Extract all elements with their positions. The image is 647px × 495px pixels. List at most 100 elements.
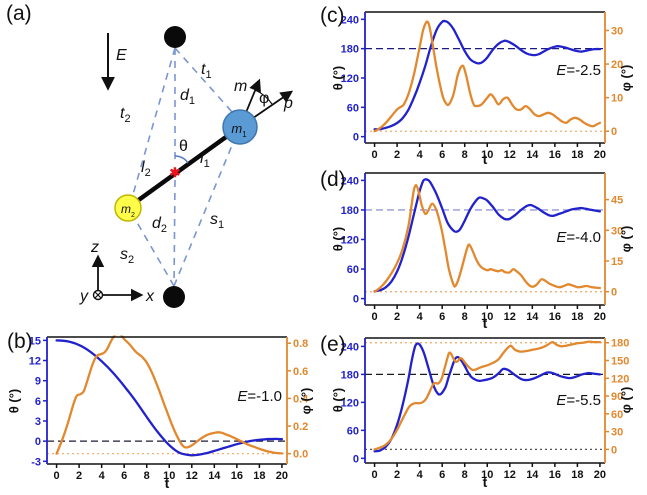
x-tick-label: 8 [144, 470, 150, 482]
x-tick-label: 20 [594, 311, 606, 323]
chart-d-annotation: E=-4.0 [556, 229, 601, 246]
right-tick-label: 0.6 [293, 366, 308, 378]
left-tick-label: -3 [31, 456, 41, 468]
left-tick-label: 60 [347, 264, 359, 276]
x-tick-label: 10 [481, 311, 493, 323]
theta-angle-arc [174, 155, 189, 164]
left-tick-label: 0 [353, 453, 359, 465]
annotation-value: =-1.0 [247, 388, 282, 405]
left-tick-label: 240 [341, 175, 359, 187]
chart-c-x-axis-title: t [482, 151, 488, 167]
chart-d-left-axis-title: θ (°) [330, 226, 346, 252]
x-tick-label: 0 [54, 470, 60, 482]
x-tick-label: 18 [571, 469, 583, 481]
diagram-label-d2: d2 [152, 215, 167, 235]
mass-m2-circle [114, 194, 142, 222]
right-tick-label: 45 [611, 195, 623, 207]
right-tick-label: 0.2 [293, 421, 308, 433]
diagram-label-t2: t2 [120, 105, 131, 125]
right-tick-label: 90 [611, 391, 623, 403]
x-tick-label: 6 [439, 469, 445, 481]
x-tick-label: 16 [549, 469, 561, 481]
chart-b-annotation: E=-1.0 [237, 388, 282, 405]
chart-b-right-axis-title: φ (°) [298, 387, 314, 415]
left-tick-label: 240 [341, 341, 359, 353]
panel-b-letter: (b) [7, 330, 33, 353]
right-tick-label: 30 [611, 225, 623, 237]
left-tick-label: 180 [341, 44, 359, 56]
phi-curve [373, 20, 602, 133]
x-tick-label: 8 [462, 469, 468, 481]
x-tick-label: 10 [163, 470, 175, 482]
x-tick-label: 20 [276, 470, 288, 482]
chart-e-annotation: E=-5.5 [556, 392, 601, 409]
x-tick-label: 18 [571, 311, 583, 323]
x-tick-label: 0 [372, 149, 378, 161]
x-tick-label: 4 [417, 149, 424, 161]
chart-e-left-axis-title: θ (°) [330, 387, 346, 413]
y-axis-into-page-icon [94, 291, 102, 299]
panel-d-chart: 0 60 120 180 240 0 15 30 45 0 2 4 6 8 10 12 14 16 18 20 (d)… [318, 165, 647, 331]
diagram-label-z: z [90, 239, 99, 256]
panel-c-letter: (c) [320, 4, 345, 27]
annotation-variable: E [556, 62, 567, 79]
d2-line [173, 179, 176, 288]
left-tick-label: 60 [347, 425, 359, 437]
x-tick-label: 8 [462, 311, 468, 323]
right-tick-label: 20 [611, 59, 623, 71]
left-tick-label: 180 [341, 205, 359, 217]
left-tick-label: 15 [29, 335, 41, 347]
left-tick-label: 9 [35, 376, 41, 388]
phi-curve [373, 184, 602, 293]
t1-line [174, 47, 234, 114]
chart-d-x-axis-title: t [482, 315, 488, 331]
left-tick-label: 3 [35, 416, 41, 428]
right-tick-label: 0.4 [293, 393, 309, 405]
chart-c-left-axis-title: θ (°) [330, 65, 346, 91]
x-tick-label: 12 [504, 469, 516, 481]
panel-e-letter: (e) [320, 333, 346, 356]
right-tick-label: 0 [611, 126, 617, 138]
chart-c-plot: 0 60 120 180 240 0 10 20 30 0 2 4 6 8 10 12 14 16 18 20 [341, 11, 623, 161]
right-tick-label: 180 [611, 338, 629, 350]
annotation-value: =-4.0 [566, 229, 601, 246]
x-tick-label: 2 [394, 469, 400, 481]
x-tick-label: 16 [549, 149, 561, 161]
pendulum-dipole-diagram: ✱ Et1 t2 d1 d2 l1 l2 s1 s2 m1 m2 m pφ θ x y z [79, 26, 294, 308]
annotation-value: =-2.5 [566, 62, 601, 79]
x-tick-label: 12 [504, 149, 516, 161]
left-tick-label: 0 [35, 436, 41, 448]
chart-e-plot: 0 60 120 180 240 0 30 60 90 120 150 180 0 2 4 6 8 10 12 14 1… [341, 337, 629, 481]
x-tick-label: 8 [462, 149, 468, 161]
x-tick-label: 2 [76, 470, 82, 482]
left-tick-label: 120 [341, 397, 359, 409]
x-tick-label: 6 [439, 311, 445, 323]
bottom-fixed-charge [163, 286, 185, 308]
left-tick-label: 6 [35, 396, 41, 408]
right-tick-label: 0 [611, 444, 617, 456]
panel-c-chart: 0 60 120 180 240 0 10 20 30 0 2 4 6 8 10 12 14 16 18 20 (c)… [318, 0, 647, 167]
phi-curve [373, 340, 602, 451]
theta-curve [373, 342, 602, 453]
theta-curve [373, 19, 602, 131]
right-tick-label: 0.0 [293, 449, 308, 461]
left-tick-label: 0 [353, 132, 359, 144]
x-tick-label: 12 [186, 470, 198, 482]
x-tick-label: 6 [439, 149, 445, 161]
top-fixed-charge [164, 26, 186, 48]
panel-a-letter: (a) [6, 2, 32, 25]
diagram-label-x: x [145, 288, 155, 305]
annotation-value: =-5.5 [566, 392, 601, 409]
x-tick-label: 16 [231, 470, 243, 482]
diagram-label-d1: d1 [180, 87, 195, 107]
right-tick-label: 30 [611, 427, 623, 439]
right-tick-label: 0 [611, 287, 617, 299]
diagram-label-E: E [116, 47, 127, 64]
x-tick-label: 14 [208, 470, 221, 482]
x-tick-label: 4 [99, 470, 106, 482]
diagram-label-m2: m2 [121, 202, 135, 219]
x-tick-label: 18 [571, 149, 583, 161]
theta-curve [55, 339, 284, 457]
diagram-label-theta: θ [179, 138, 188, 155]
